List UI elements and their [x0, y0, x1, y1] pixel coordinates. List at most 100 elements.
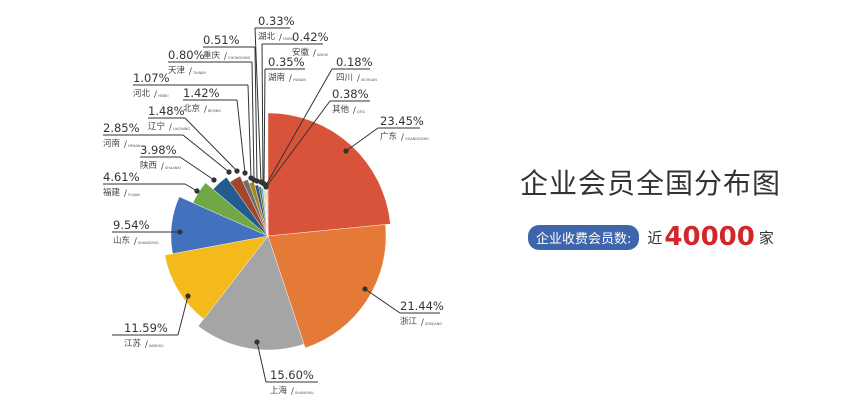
leader-dot [226, 169, 232, 175]
region-name-en: SHANGHAI [295, 391, 314, 395]
percent-label: 9.54% [113, 218, 150, 232]
slash: / [145, 340, 148, 350]
region-name: 四川 [336, 73, 353, 83]
pie-slice-shandong [170, 196, 269, 254]
percent-label: 0.80% [168, 48, 205, 62]
percent-label: 0.35% [268, 55, 305, 69]
pie-slice-shaanxi [212, 176, 269, 237]
slice-label-jiangsu: 11.59% 江苏 / JIANGSU [112, 293, 191, 350]
region-name: 河北 [133, 88, 151, 99]
leader-line [184, 117, 238, 172]
slash: / [224, 52, 227, 62]
leader-line [265, 100, 331, 188]
leader-dot [234, 168, 240, 174]
region-name-en: FUJIAN [128, 193, 140, 197]
slice-label-fujian: 4.61% 福建 / FUJIAN [103, 170, 200, 199]
percent-label: 3.98% [140, 143, 177, 157]
member-count: 40000 [664, 222, 755, 252]
leader-line [256, 341, 267, 383]
region-name: 湖南 [268, 72, 285, 83]
region-name-en: ANHUI [317, 53, 328, 57]
percent-label: 23.45% [380, 114, 424, 128]
leader-dot [362, 286, 368, 292]
region-name: 其他 [332, 104, 350, 115]
slice-label-shanghai: 15.60% 上海 / SHANGHAI [254, 339, 318, 397]
region-name-en: SHANDONG [138, 241, 159, 245]
region-name-en: TIANJIN [192, 71, 206, 75]
pie-slice-hebei [254, 184, 269, 237]
slash: / [189, 67, 192, 77]
leader-dot [177, 229, 183, 235]
leader-line [265, 68, 333, 186]
slice-label-liaoning: 1.48%辽宁 / LIAONING [148, 104, 240, 174]
region-name: 辽宁 [148, 121, 165, 132]
percent-label: 1.07% [133, 71, 170, 85]
slice-label-zhejiang: 21.44% 浙江 / ZHEJIANG [362, 286, 444, 328]
slash: / [134, 237, 137, 247]
member-count-summary: 企业收费会员数: 近 40000 家 [528, 222, 774, 252]
pie-slice-tianjin [258, 186, 269, 237]
pie-slice-qita [266, 189, 269, 237]
leader-line [261, 43, 264, 184]
slash: / [353, 106, 356, 116]
percent-label: 4.61% [103, 170, 140, 184]
slice-label-beijing: 1.42% 北京 / BEIJING [183, 86, 248, 176]
slice-label-shaanxi: 3.98% 陕西 / SHAANXI [140, 143, 217, 183]
percent-label: 11.59% [124, 321, 168, 335]
region-name: 天津 [168, 65, 186, 76]
region-name: 山东 [113, 235, 130, 246]
slice-label-guangdong: 23.45% 广东 / GUANGDONG [343, 114, 429, 154]
leader-dot [254, 178, 260, 184]
pie-slice-shanghai [197, 235, 305, 351]
region-name: 重庆 [203, 50, 221, 61]
region-name: 上海 [270, 385, 288, 396]
region-name-en: GUANGDONG [405, 137, 429, 141]
slice-label-qita: 0.38% 其他 / QITA [263, 87, 370, 190]
leader-line [254, 46, 258, 182]
count-unit: 家 [758, 228, 774, 247]
pie-slice-jiangsu [164, 235, 269, 320]
slash: / [279, 33, 282, 43]
region-name: 浙江 [400, 316, 418, 327]
region-name-en: LIAONING [173, 127, 190, 131]
region-name: 河南 [103, 138, 120, 149]
region-name: 湖北 [258, 32, 276, 42]
region-name: 广东 [380, 131, 397, 142]
slash: / [401, 133, 404, 143]
slash: / [169, 123, 172, 133]
leader-dot [211, 177, 217, 183]
percent-label: 21.44% [400, 299, 444, 313]
slash: / [357, 74, 360, 84]
slice-label-hunan: 0.35% 湖南 / HUNAN [261, 55, 306, 187]
leader-line [254, 27, 262, 183]
percent-label: 2.85% [103, 121, 140, 135]
region-name-en: BEIJING [208, 109, 221, 113]
region-name-en: HEBEI [158, 94, 169, 98]
leader-dot [343, 148, 349, 154]
leader-dot [185, 293, 191, 299]
slash: / [421, 318, 424, 328]
slice-label-henan: 2.85%河南 / HENAN [103, 121, 232, 175]
leader-line [345, 127, 379, 152]
slice-label-hubei: 0.33%湖北 / HUBEI [254, 14, 295, 185]
leader-line [251, 61, 255, 181]
slash: / [124, 189, 127, 199]
pie-slice-liaoning [242, 179, 269, 237]
slash: / [161, 162, 164, 172]
pie-slice-henan [229, 175, 269, 237]
pie-slice-guangdong [267, 112, 391, 237]
slash: / [289, 74, 292, 84]
leader-line [182, 134, 230, 173]
pie-slice-chongqing [261, 188, 269, 237]
percent-label: 0.18% [336, 55, 373, 69]
slash: / [124, 140, 127, 150]
percent-label: 0.51% [203, 33, 240, 47]
percent-label: 1.48% [148, 104, 185, 118]
region-name-en: CHONGQING [228, 56, 251, 60]
percent-label: 1.42% [183, 86, 220, 100]
count-prefix: 近 [647, 228, 663, 247]
region-name-en: HENAN [128, 144, 141, 148]
percent-label: 0.33% [258, 14, 295, 28]
region-name: 陕西 [140, 160, 157, 171]
